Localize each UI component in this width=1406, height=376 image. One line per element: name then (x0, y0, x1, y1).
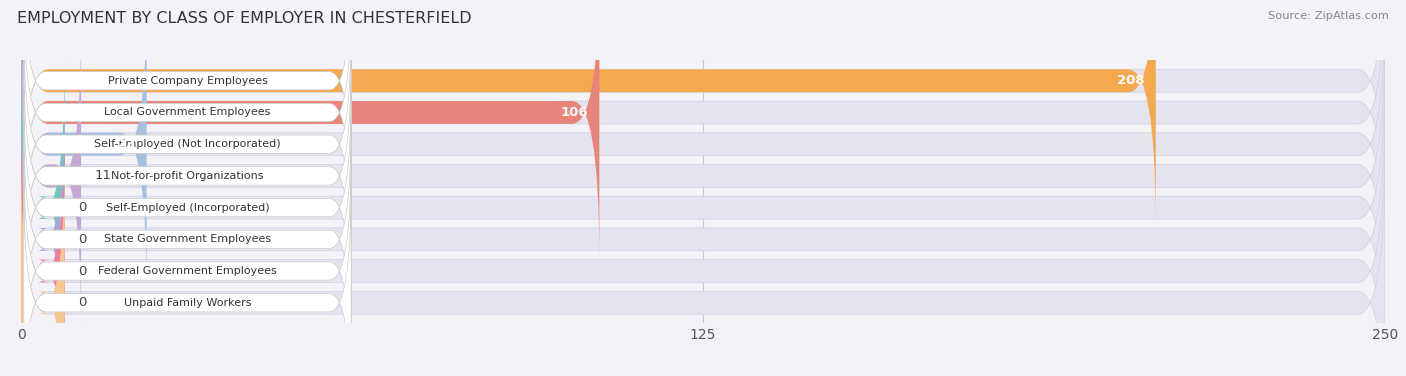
FancyBboxPatch shape (24, 121, 351, 357)
FancyBboxPatch shape (24, 90, 351, 325)
FancyBboxPatch shape (21, 29, 1385, 323)
Text: Self-Employed (Not Incorporated): Self-Employed (Not Incorporated) (94, 139, 281, 149)
FancyBboxPatch shape (21, 156, 1385, 376)
FancyBboxPatch shape (21, 61, 1385, 355)
FancyBboxPatch shape (24, 185, 351, 376)
Text: 0: 0 (79, 201, 87, 214)
FancyBboxPatch shape (21, 92, 65, 376)
Text: Source: ZipAtlas.com: Source: ZipAtlas.com (1268, 11, 1389, 21)
FancyBboxPatch shape (21, 0, 1385, 291)
FancyBboxPatch shape (21, 124, 65, 376)
FancyBboxPatch shape (24, 58, 351, 294)
Text: 11: 11 (94, 170, 111, 182)
Text: 106: 106 (561, 106, 589, 119)
FancyBboxPatch shape (24, 26, 351, 262)
FancyBboxPatch shape (21, 124, 1385, 376)
Text: State Government Employees: State Government Employees (104, 234, 271, 244)
FancyBboxPatch shape (24, 0, 351, 199)
Text: Federal Government Employees: Federal Government Employees (98, 266, 277, 276)
Text: 23: 23 (117, 138, 135, 151)
FancyBboxPatch shape (21, 0, 1385, 228)
Text: 0: 0 (79, 296, 87, 309)
FancyBboxPatch shape (21, 61, 65, 355)
FancyBboxPatch shape (21, 0, 146, 291)
Text: 208: 208 (1118, 74, 1144, 87)
FancyBboxPatch shape (21, 0, 1156, 228)
FancyBboxPatch shape (24, 153, 351, 376)
Text: Self-Employed (Incorporated): Self-Employed (Incorporated) (105, 203, 270, 212)
FancyBboxPatch shape (21, 29, 82, 323)
Text: Not-for-profit Organizations: Not-for-profit Organizations (111, 171, 264, 181)
Text: 0: 0 (79, 233, 87, 246)
Text: Local Government Employees: Local Government Employees (104, 108, 271, 117)
FancyBboxPatch shape (24, 0, 351, 230)
Text: 0: 0 (79, 265, 87, 277)
Text: EMPLOYMENT BY CLASS OF EMPLOYER IN CHESTERFIELD: EMPLOYMENT BY CLASS OF EMPLOYER IN CHEST… (17, 11, 471, 26)
FancyBboxPatch shape (21, 0, 599, 259)
Text: Unpaid Family Workers: Unpaid Family Workers (124, 298, 252, 308)
Text: Private Company Employees: Private Company Employees (107, 76, 267, 86)
FancyBboxPatch shape (21, 156, 65, 376)
FancyBboxPatch shape (21, 0, 1385, 259)
FancyBboxPatch shape (21, 92, 1385, 376)
